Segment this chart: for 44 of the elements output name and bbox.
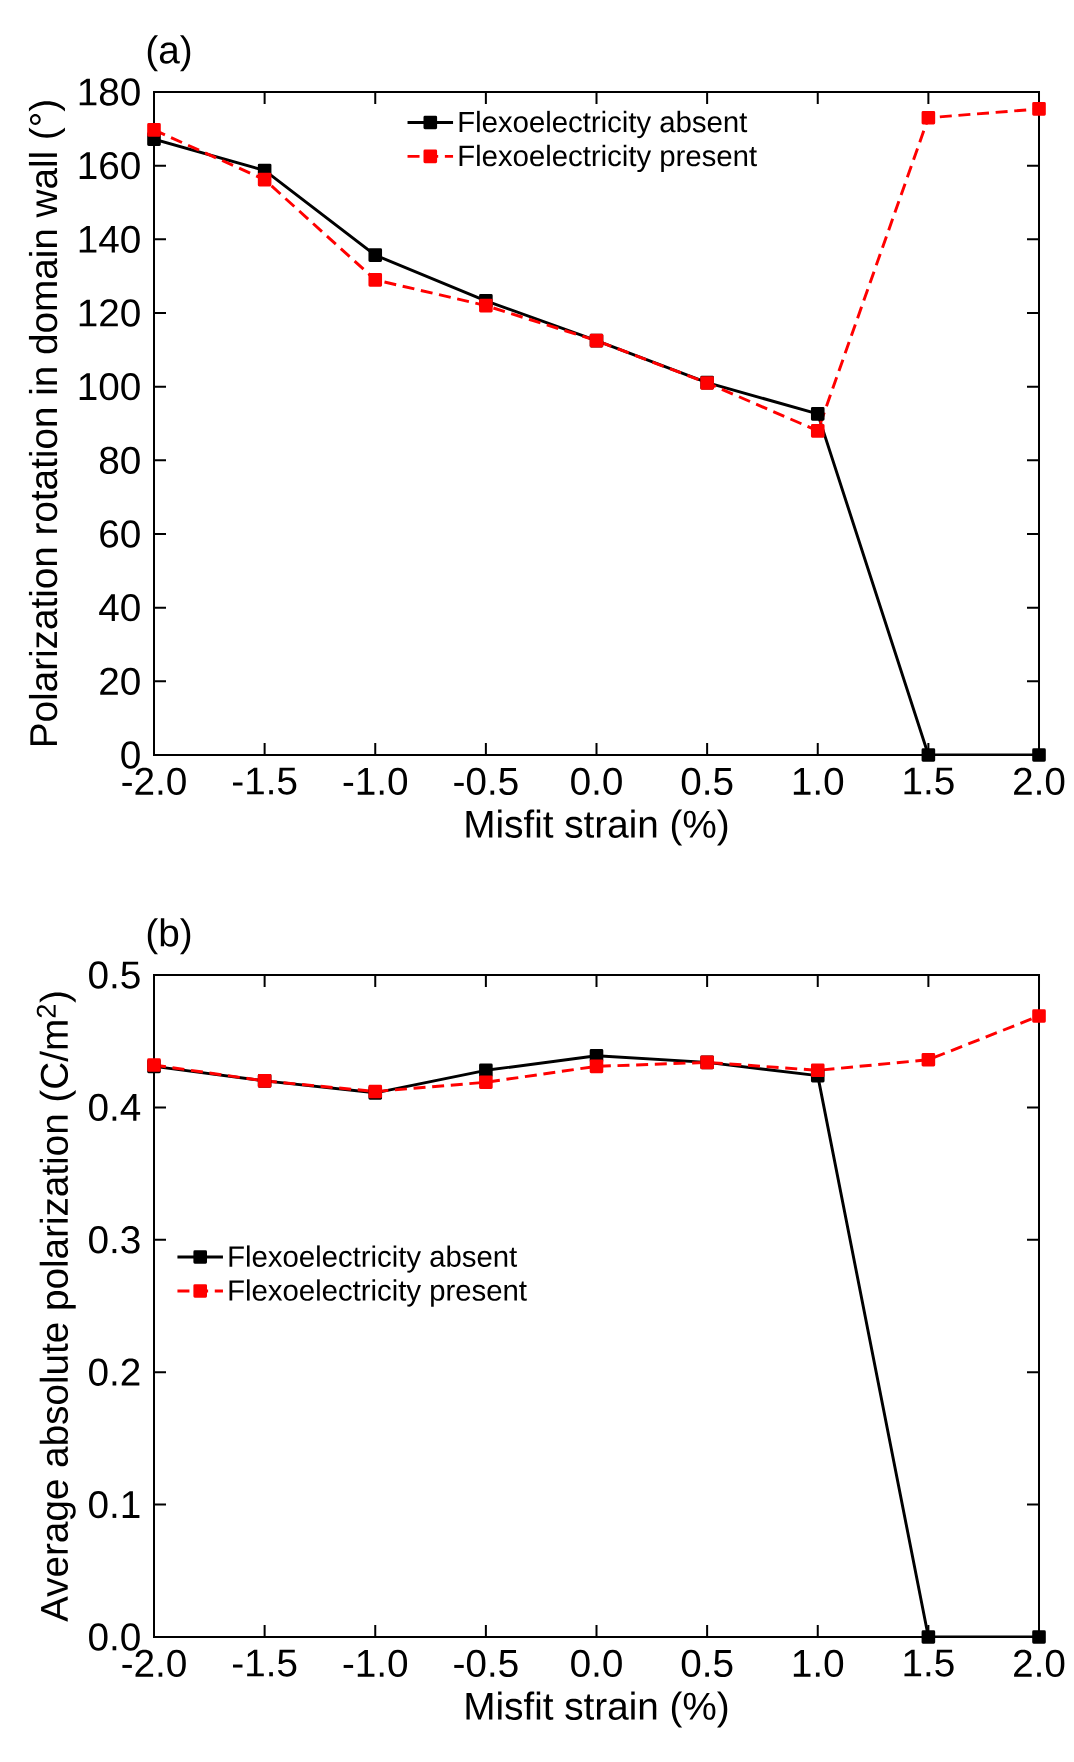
x-tick-label: 2.0 xyxy=(1014,767,1065,796)
x-tick-label: -0.5 xyxy=(454,767,518,796)
x-tick-label: 0.0 xyxy=(571,767,622,796)
y-tick-label: 120 xyxy=(79,299,140,327)
y-tick-label: 0.3 xyxy=(89,1226,140,1254)
x-tick-label: 1.5 xyxy=(904,767,954,795)
x-tick-label: 1.0 xyxy=(793,1649,844,1678)
y-tick-label: 60 xyxy=(100,520,140,548)
legend-label: Flexoelectricity absent xyxy=(229,1245,518,1273)
legend-label: Flexoelectricity present xyxy=(459,144,757,173)
chart-title: (a) xyxy=(147,35,191,72)
y-tick-label: 20 xyxy=(100,667,140,696)
x-tick-label: 0.5 xyxy=(681,767,733,796)
y-tick-label: 0.1 xyxy=(89,1490,140,1519)
x-tick-label: -1.5 xyxy=(233,1649,297,1677)
x-tick-label: -1.0 xyxy=(343,1649,408,1678)
x-tick-label: -1.5 xyxy=(233,767,297,795)
x-axis-title: Misfit strain (%) xyxy=(466,809,728,846)
x-axis-title: Misfit strain (%) xyxy=(466,1691,728,1728)
y-tick-label: 140 xyxy=(79,225,140,253)
x-tick-label: 1.0 xyxy=(793,767,844,796)
x-tick-label: -0.5 xyxy=(454,1649,518,1678)
y-tick-label: 0.4 xyxy=(89,1093,141,1122)
x-tick-label: -2.0 xyxy=(122,767,186,796)
x-tick-label: 2.0 xyxy=(1014,1649,1065,1678)
y-tick-label: 40 xyxy=(99,593,140,622)
x-tick-label: -1.0 xyxy=(343,767,408,796)
y-axis-title: Polarization rotation in domain wall (°) xyxy=(28,101,65,746)
y-tick-label: 160 xyxy=(79,151,140,180)
y-tick-label: 0.5 xyxy=(89,961,140,989)
y-axis-title: Average absolute polarization (C/m$^{2}$) xyxy=(36,992,76,1622)
y-tick-label: 180 xyxy=(79,78,140,106)
x-tick-label: 0.5 xyxy=(681,1649,733,1678)
legend-label: Flexoelectricity absent xyxy=(459,110,748,139)
y-tick-label: 0.0 xyxy=(89,1623,140,1651)
y-tick-label: 0 xyxy=(121,741,140,769)
chart-title: (b) xyxy=(147,918,191,955)
x-tick-label: -2.0 xyxy=(122,1649,186,1678)
y-tick-label: 80 xyxy=(99,446,140,474)
legend-label: Flexoelectricity present xyxy=(229,1279,527,1307)
y-tick-label: 0.2 xyxy=(89,1358,140,1386)
y-tick-label: 100 xyxy=(79,372,140,401)
x-tick-label: 0.0 xyxy=(571,1649,622,1678)
x-tick-label: 1.5 xyxy=(904,1649,954,1677)
